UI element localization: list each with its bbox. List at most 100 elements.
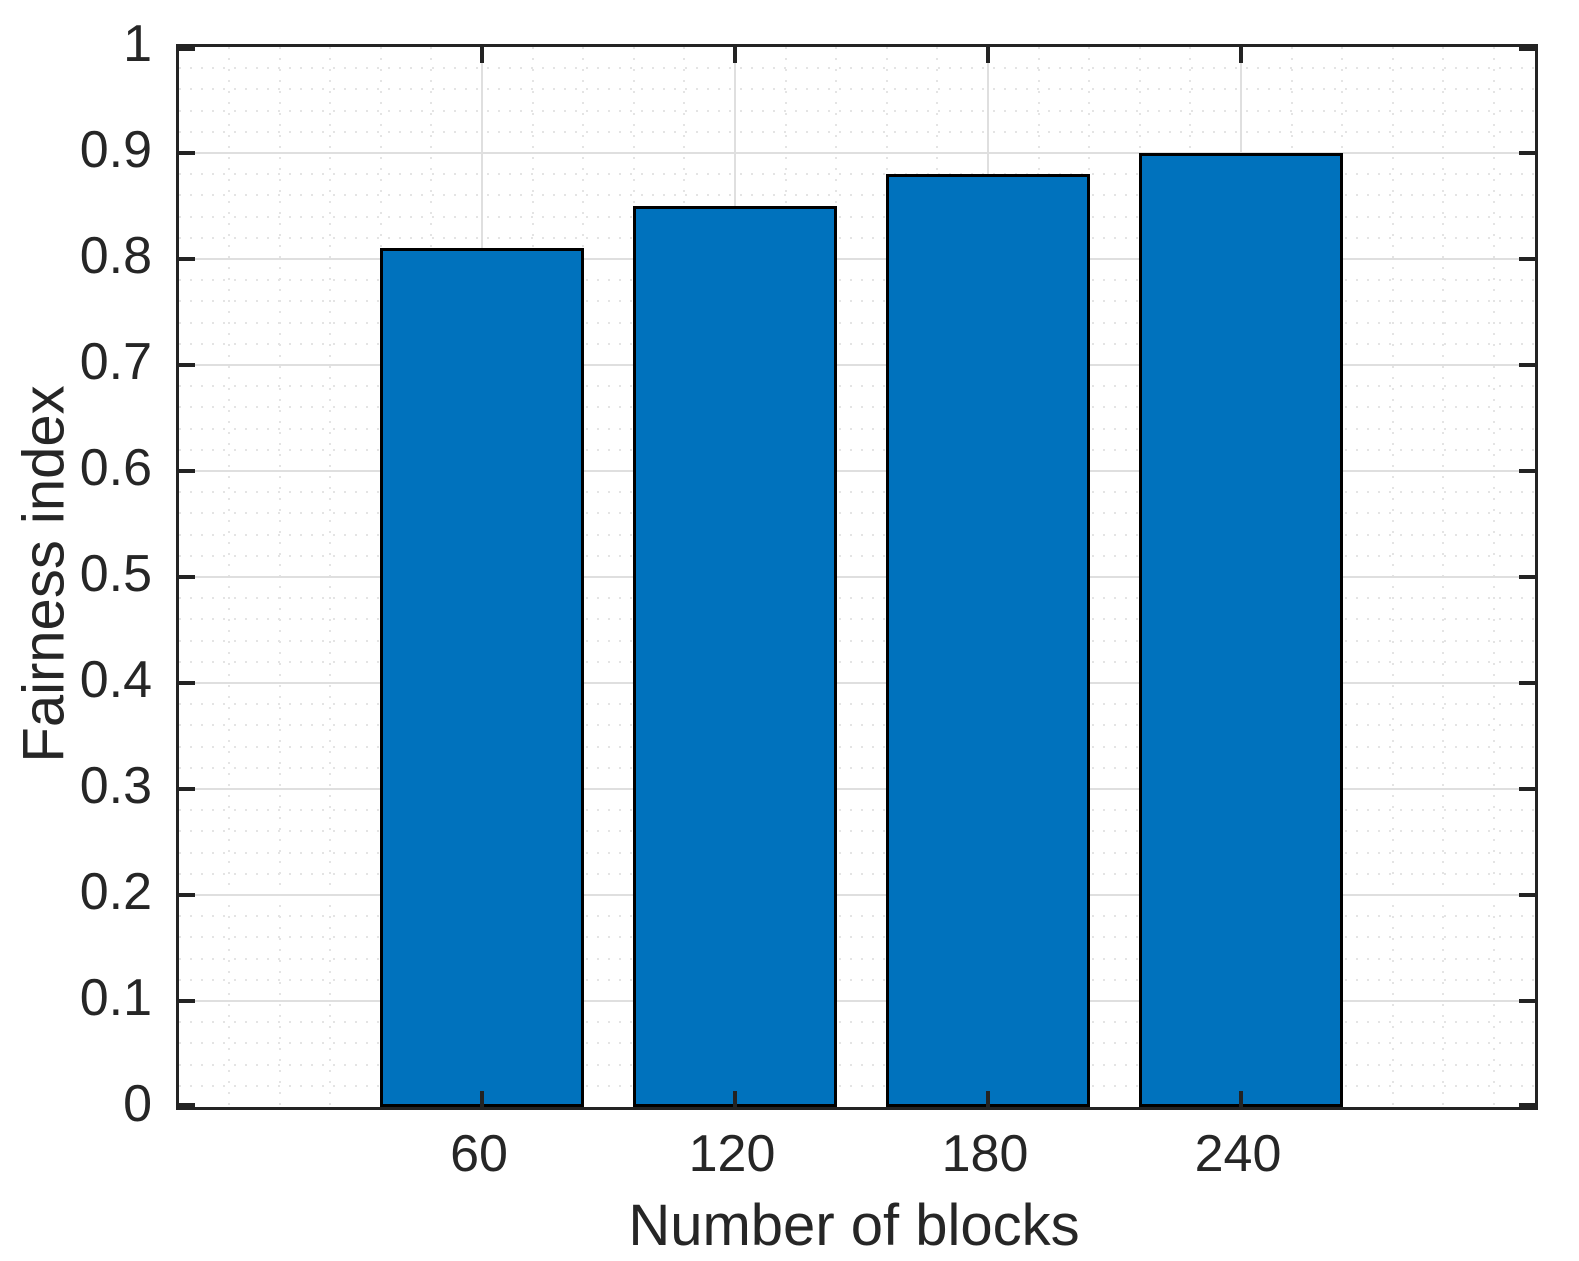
y-tick-label: 0.9 — [79, 121, 152, 179]
x-tick-mark-top — [1239, 47, 1243, 63]
minor-gridline-horizontal — [179, 342, 1535, 345]
major-gridline-horizontal — [179, 894, 1535, 896]
y-tick-label: 0.6 — [79, 439, 152, 497]
minor-gridline-horizontal — [179, 173, 1535, 176]
major-gridline-horizontal — [179, 364, 1535, 366]
y-tick-mark — [179, 469, 195, 473]
minor-gridline-horizontal — [179, 724, 1535, 727]
minor-gridline-horizontal — [179, 109, 1535, 112]
y-tick-mark-right — [1519, 893, 1535, 897]
minor-gridline-horizontal — [179, 215, 1535, 218]
x-tick-label: 120 — [688, 1125, 776, 1183]
minor-gridline-horizontal — [179, 194, 1535, 197]
y-tick-label: 0 — [123, 1075, 152, 1133]
y-tick-label: 1 — [123, 15, 152, 73]
minor-gridline-horizontal — [179, 703, 1535, 706]
y-tick-mark-right — [1519, 1103, 1535, 1107]
minor-gridline-horizontal — [179, 618, 1535, 621]
minor-gridline-horizontal — [179, 978, 1535, 981]
y-tick-mark-right — [1519, 999, 1535, 1003]
minor-gridline-horizontal — [179, 300, 1535, 303]
minor-gridline-horizontal — [179, 130, 1535, 133]
major-gridline-horizontal — [179, 470, 1535, 472]
minor-gridline-horizontal — [179, 872, 1535, 875]
y-tick-mark — [179, 999, 195, 1003]
y-tick-label: 0.8 — [79, 227, 152, 285]
y-tick-label: 0.3 — [79, 757, 152, 815]
major-gridline-horizontal — [179, 152, 1535, 154]
major-gridline-horizontal — [179, 258, 1535, 260]
minor-gridline-horizontal — [179, 766, 1535, 769]
y-tick-mark — [179, 47, 195, 51]
minor-gridline-horizontal — [179, 639, 1535, 642]
y-tick-label: 0.4 — [79, 651, 152, 709]
y-tick-mark-right — [1519, 787, 1535, 791]
bar-60 — [380, 248, 584, 1107]
minor-gridline-horizontal — [179, 448, 1535, 451]
minor-gridline-horizontal — [179, 279, 1535, 282]
minor-gridline-horizontal — [179, 830, 1535, 833]
y-tick-mark — [179, 363, 195, 367]
x-tick-mark-top — [480, 47, 484, 63]
major-gridline-horizontal — [179, 682, 1535, 684]
minor-gridline-horizontal — [179, 554, 1535, 557]
x-axis-label: Number of blocks — [628, 1193, 1080, 1258]
x-tick-label: 180 — [941, 1125, 1029, 1183]
minor-gridline-horizontal — [179, 851, 1535, 854]
x-tick-label: 60 — [450, 1125, 508, 1183]
minor-gridline-horizontal — [179, 957, 1535, 960]
y-tick-mark-right — [1519, 151, 1535, 155]
minor-gridline-horizontal — [179, 512, 1535, 515]
y-tick-mark — [179, 787, 195, 791]
x-tick-mark — [480, 1091, 484, 1107]
y-tick-mark-right — [1519, 363, 1535, 367]
y-tick-mark — [179, 257, 195, 261]
minor-gridline-horizontal — [179, 236, 1535, 239]
minor-gridline-horizontal — [179, 533, 1535, 536]
major-gridline-horizontal — [179, 788, 1535, 790]
y-tick-label: 0.7 — [79, 333, 152, 391]
x-tick-mark — [733, 1091, 737, 1107]
minor-gridline-horizontal — [179, 321, 1535, 324]
x-tick-mark — [986, 1091, 990, 1107]
minor-gridline-horizontal — [179, 491, 1535, 494]
y-tick-mark-right — [1519, 469, 1535, 473]
y-tick-mark — [179, 1103, 195, 1107]
plot-area — [176, 44, 1538, 1110]
minor-gridline-horizontal — [179, 67, 1535, 70]
x-tick-mark — [1239, 1091, 1243, 1107]
major-gridline-horizontal — [179, 576, 1535, 578]
bar-240 — [1139, 153, 1343, 1107]
minor-gridline-horizontal — [179, 88, 1535, 91]
minor-gridline-horizontal — [179, 406, 1535, 409]
minor-gridline-horizontal — [179, 1042, 1535, 1045]
minor-gridline-horizontal — [179, 809, 1535, 812]
y-tick-mark — [179, 151, 195, 155]
y-tick-label: 0.5 — [79, 545, 152, 603]
y-tick-mark-right — [1519, 575, 1535, 579]
minor-gridline-horizontal — [179, 660, 1535, 663]
minor-gridline-horizontal — [179, 745, 1535, 748]
minor-gridline-horizontal — [179, 597, 1535, 600]
y-tick-mark-right — [1519, 47, 1535, 51]
x-tick-mark-top — [986, 47, 990, 63]
y-tick-mark-right — [1519, 257, 1535, 261]
y-tick-label: 0.2 — [79, 863, 152, 921]
x-tick-mark-top — [733, 47, 737, 63]
minor-gridline-horizontal — [179, 385, 1535, 388]
y-tick-label: 0.1 — [79, 969, 152, 1027]
minor-gridline-horizontal — [179, 936, 1535, 939]
y-tick-mark — [179, 575, 195, 579]
major-gridline-horizontal — [179, 1000, 1535, 1002]
minor-gridline-horizontal — [179, 915, 1535, 918]
x-tick-label: 240 — [1194, 1125, 1282, 1183]
minor-gridline-horizontal — [179, 1021, 1535, 1024]
bar-120 — [633, 206, 837, 1107]
bar-180 — [886, 174, 1090, 1107]
y-tick-mark — [179, 893, 195, 897]
minor-gridline-horizontal — [179, 1063, 1535, 1066]
minor-gridline-horizontal — [179, 427, 1535, 430]
y-tick-mark-right — [1519, 681, 1535, 685]
minor-gridline-horizontal — [179, 1084, 1535, 1087]
